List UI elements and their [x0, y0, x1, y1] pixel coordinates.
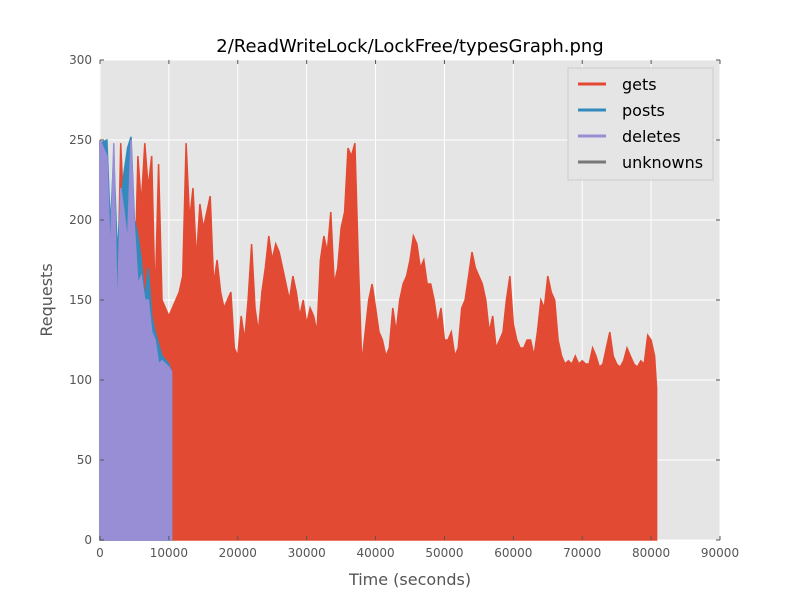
series-layer — [99, 136, 658, 541]
series-deletes-area — [99, 139, 173, 541]
legend-label-unknowns: unknowns — [622, 153, 703, 172]
x-axis-label: Time (seconds) — [348, 570, 471, 589]
axes: 0 10000 20000 30000 40000 50000 60000 70000 8000… — [69, 53, 739, 560]
series-gets-area — [99, 139, 658, 541]
y-axis-label: Requests — [37, 263, 56, 336]
y-tick-label: 150 — [69, 293, 92, 307]
y-tick-label: 250 — [69, 133, 92, 147]
y-tick-label: 0 — [84, 533, 92, 547]
legend-label-deletes: deletes — [622, 127, 681, 146]
y-tick-label: 100 — [69, 373, 92, 387]
x-tick-label: 90000 — [701, 546, 739, 560]
x-tick-label: 80000 — [632, 546, 670, 560]
x-tick-label: 30000 — [288, 546, 326, 560]
legend: gets posts deletes unknowns — [567, 67, 714, 181]
x-tick-label: 70000 — [563, 546, 601, 560]
legend-label-gets: gets — [622, 75, 657, 94]
legend-label-posts: posts — [622, 101, 665, 120]
y-tick-label: 50 — [77, 453, 92, 467]
x-tick-label: 50000 — [425, 546, 463, 560]
x-tick-label: 0 — [96, 546, 104, 560]
x-tick-label: 20000 — [219, 546, 257, 560]
x-tick-label: 60000 — [494, 546, 532, 560]
y-tick-label: 200 — [69, 213, 92, 227]
y-tick-label: 300 — [69, 53, 92, 67]
chart-title: 2/ReadWriteLock/LockFree/typesGraph.png — [216, 36, 603, 57]
x-tick-label: 40000 — [356, 546, 394, 560]
x-tick-label: 10000 — [150, 546, 188, 560]
